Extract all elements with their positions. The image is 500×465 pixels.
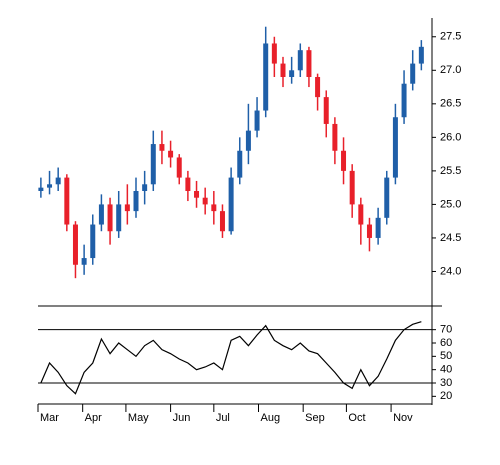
rsi-line xyxy=(40,321,422,395)
candle-body xyxy=(38,187,44,191)
candle-body xyxy=(323,97,329,124)
candle-body xyxy=(202,197,208,205)
y-tick-label: 60 xyxy=(440,337,452,349)
x-tick-label: Jul xyxy=(216,412,230,424)
candle-body xyxy=(341,150,347,171)
candle-body xyxy=(358,204,364,225)
candle-body xyxy=(418,46,424,64)
y-tick-label: 26.5 xyxy=(440,98,461,110)
candle-body xyxy=(142,184,148,191)
candle-body xyxy=(150,144,156,185)
candle-body xyxy=(228,177,234,232)
candle-body xyxy=(185,177,191,191)
candle-body xyxy=(366,224,372,238)
y-tick-label: 26.0 xyxy=(440,131,461,143)
x-tick-label: May xyxy=(128,412,149,424)
y-tick-label: 50 xyxy=(440,350,452,362)
candle-body xyxy=(245,130,251,151)
y-tick-label: 40 xyxy=(440,364,452,376)
candle-body xyxy=(237,150,243,178)
candle-body xyxy=(194,191,200,198)
y-tick-label: 24.5 xyxy=(440,232,461,244)
candle-body xyxy=(392,117,398,178)
candle-body xyxy=(254,110,260,131)
x-tick-label: Sep xyxy=(305,412,325,424)
candle-body xyxy=(280,63,286,77)
candle-body xyxy=(375,217,381,238)
y-tick-label: 25.0 xyxy=(440,198,461,210)
x-tick-label: Aug xyxy=(261,412,281,424)
candle-body xyxy=(133,191,139,212)
x-tick-label: Nov xyxy=(393,412,413,424)
candle-body xyxy=(72,224,78,265)
y-tick-label: 20 xyxy=(440,390,452,402)
x-tick-label: Mar xyxy=(40,412,59,424)
candle-body xyxy=(410,63,416,84)
candle-body xyxy=(159,144,165,151)
candle-body xyxy=(55,177,61,185)
candle-body xyxy=(124,204,130,212)
candle-body xyxy=(297,50,303,71)
candle-body xyxy=(271,43,277,64)
candle-body xyxy=(306,50,312,77)
candle-body xyxy=(401,83,407,118)
y-tick-label: 25.5 xyxy=(440,165,461,177)
candle-body xyxy=(315,77,321,98)
candle-body xyxy=(47,184,53,188)
candle-body xyxy=(332,123,338,151)
candle-body xyxy=(263,43,269,111)
x-tick-label: Jun xyxy=(173,412,191,424)
candle-body xyxy=(176,157,182,178)
candle-body xyxy=(168,150,174,158)
candle-body xyxy=(349,170,355,205)
y-tick-label: 30 xyxy=(440,377,452,389)
y-tick-label: 24.0 xyxy=(440,265,461,277)
y-tick-label: 27.5 xyxy=(440,31,461,43)
candle-body xyxy=(116,204,122,232)
y-tick-label: 27.0 xyxy=(440,64,461,76)
x-tick-label: Oct xyxy=(348,412,365,424)
candle-body xyxy=(289,70,295,77)
candle-body xyxy=(219,211,225,232)
candle-body xyxy=(64,177,70,225)
candle-body xyxy=(211,204,217,212)
x-tick-label: Apr xyxy=(85,412,102,424)
y-tick-label: 70 xyxy=(440,324,452,336)
candle-body xyxy=(384,177,390,218)
candle-body xyxy=(107,204,113,232)
candle-body xyxy=(98,204,104,225)
candle-body xyxy=(90,224,96,259)
candle-body xyxy=(81,258,87,265)
